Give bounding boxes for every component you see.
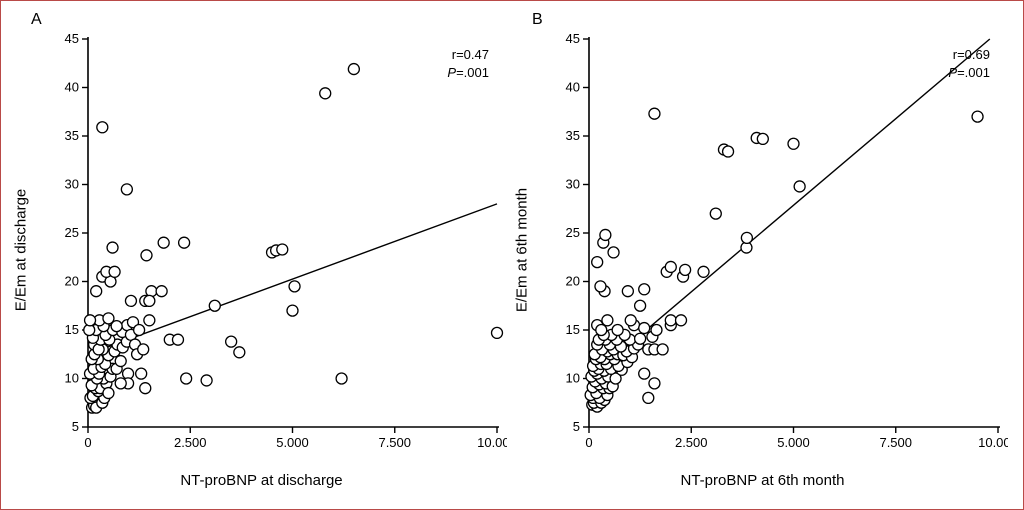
svg-text:15: 15	[566, 322, 580, 337]
svg-text:5.000: 5.000	[276, 435, 309, 450]
panel-b-chart-area: 5 10 15 20 25 30 35 40 45 0 2.500 5.000 7.500 10.000 r…	[547, 31, 1008, 459]
svg-text:25: 25	[566, 225, 580, 240]
svg-text:P=.001: P=.001	[948, 65, 990, 80]
panel-a-xlabel: NT-proBNP at discharge	[180, 472, 342, 489]
svg-text:20: 20	[65, 274, 79, 289]
panel-b-xlabel: NT-proBNP at 6th month	[681, 472, 845, 489]
svg-text:0: 0	[84, 435, 91, 450]
svg-text:10: 10	[566, 371, 580, 386]
svg-text:5: 5	[573, 419, 580, 434]
svg-text:30: 30	[65, 177, 79, 192]
figure-frame: A E/Em at discharge 5 10 15 20 25 30 35 40 45 0 2.…	[0, 0, 1024, 510]
svg-text:45: 45	[566, 31, 580, 46]
panel-a: A E/Em at discharge 5 10 15 20 25 30 35 40 45 0 2.…	[11, 11, 512, 489]
svg-text:40: 40	[566, 80, 580, 95]
svg-text:30: 30	[566, 177, 580, 192]
svg-text:25: 25	[65, 225, 79, 240]
panel-a-ylabel: E/Em at discharge	[13, 189, 30, 312]
panel-a-chart-area: 5 10 15 20 25 30 35 40 45 0 2.500 5.000 7.500 10.000 r…	[46, 31, 507, 459]
svg-text:10: 10	[65, 371, 79, 386]
svg-text:5.000: 5.000	[777, 435, 810, 450]
panel-b-ylabel: E/Em at 6th month	[514, 188, 531, 312]
svg-text:7.500: 7.500	[879, 435, 912, 450]
svg-text:45: 45	[65, 31, 79, 46]
svg-text:2.500: 2.500	[675, 435, 708, 450]
svg-text:r=0.47: r=0.47	[452, 47, 489, 62]
svg-text:35: 35	[566, 128, 580, 143]
svg-text:20: 20	[566, 274, 580, 289]
panel-a-letter: A	[31, 11, 42, 29]
svg-text:40: 40	[65, 80, 79, 95]
panel-b-letter: B	[532, 11, 543, 29]
svg-text:7.500: 7.500	[378, 435, 411, 450]
panel-b: B E/Em at 6th month 5 10 15 20 25 30 35 40 45 0 2.…	[512, 11, 1013, 489]
svg-text:r=0.69: r=0.69	[953, 47, 990, 62]
svg-text:5: 5	[72, 419, 79, 434]
svg-text:P=.001: P=.001	[447, 65, 489, 80]
svg-text:10.000: 10.000	[978, 435, 1008, 450]
svg-text:35: 35	[65, 128, 79, 143]
svg-text:0: 0	[585, 435, 592, 450]
svg-text:2.500: 2.500	[174, 435, 207, 450]
svg-text:10.000: 10.000	[477, 435, 507, 450]
svg-text:15: 15	[65, 322, 79, 337]
